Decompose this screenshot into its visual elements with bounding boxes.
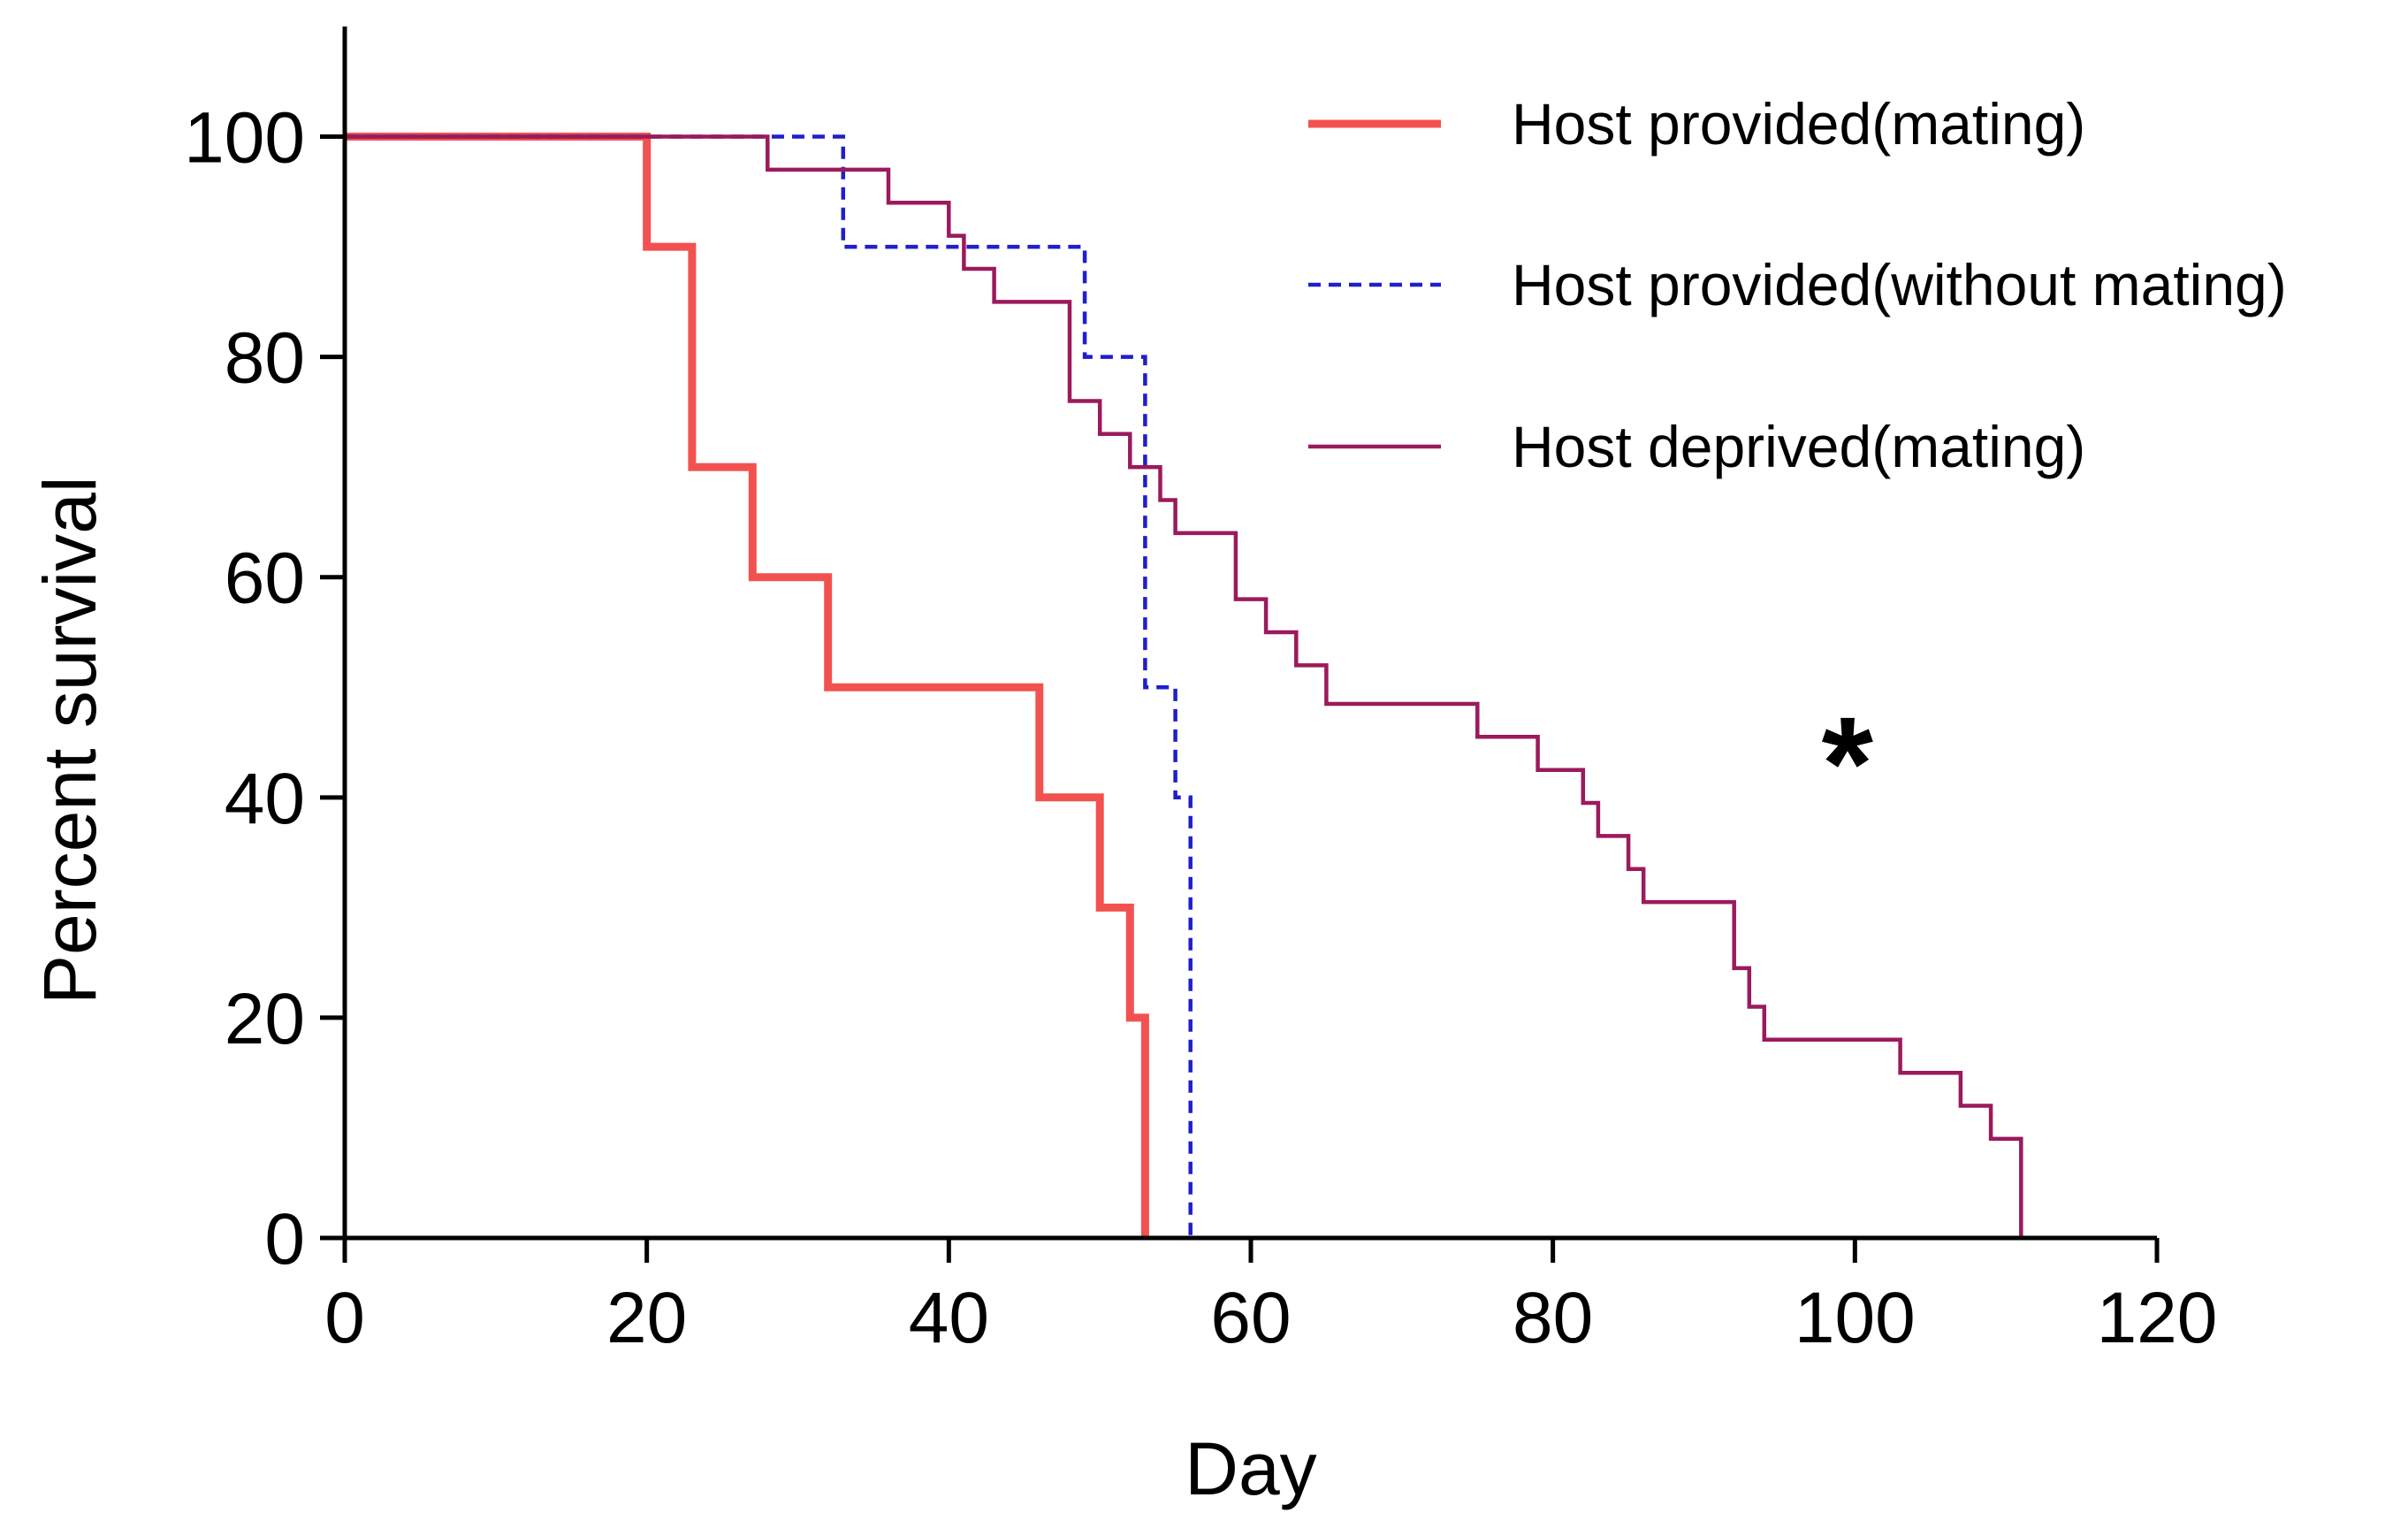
x-axis-title: Day xyxy=(1185,1427,1316,1510)
x-tick-label: 40 xyxy=(909,1278,989,1358)
y-tick-label: 80 xyxy=(225,318,305,399)
x-tick-label: 20 xyxy=(606,1278,687,1358)
legend-label-3: Host deprived(mating) xyxy=(1512,414,2085,479)
y-tick-label: 40 xyxy=(225,759,305,839)
x-tick-label: 60 xyxy=(1210,1278,1291,1358)
significance-asterisk: * xyxy=(1822,689,1874,837)
axes-layer xyxy=(342,27,2157,1241)
series-line-2 xyxy=(345,134,1193,1238)
y-axis-title: Percent survival xyxy=(28,476,111,1005)
x-tick-label: 80 xyxy=(1513,1278,1593,1358)
x-tick-label: 120 xyxy=(2097,1278,2218,1358)
ticks-layer: 0 20 40 60 80 100 120 0 20 40 60 80 100 xyxy=(184,98,2217,1358)
y-tick-label: 100 xyxy=(184,98,305,179)
y-tick-label: 60 xyxy=(225,539,305,619)
series-line-3 xyxy=(345,134,2023,1238)
x-tick-label: 100 xyxy=(1795,1278,1916,1358)
series-line-1 xyxy=(345,133,1149,1238)
y-tick-label: 20 xyxy=(225,979,305,1059)
legend: Host provided(mating) Host provided(witho… xyxy=(1308,91,2287,479)
legend-label-2: Host provided(without mating) xyxy=(1512,252,2287,317)
legend-label-1: Host provided(mating) xyxy=(1512,91,2085,157)
series-layer xyxy=(345,133,2023,1238)
y-tick-label: 0 xyxy=(264,1199,305,1280)
x-tick-label: 0 xyxy=(324,1278,365,1358)
